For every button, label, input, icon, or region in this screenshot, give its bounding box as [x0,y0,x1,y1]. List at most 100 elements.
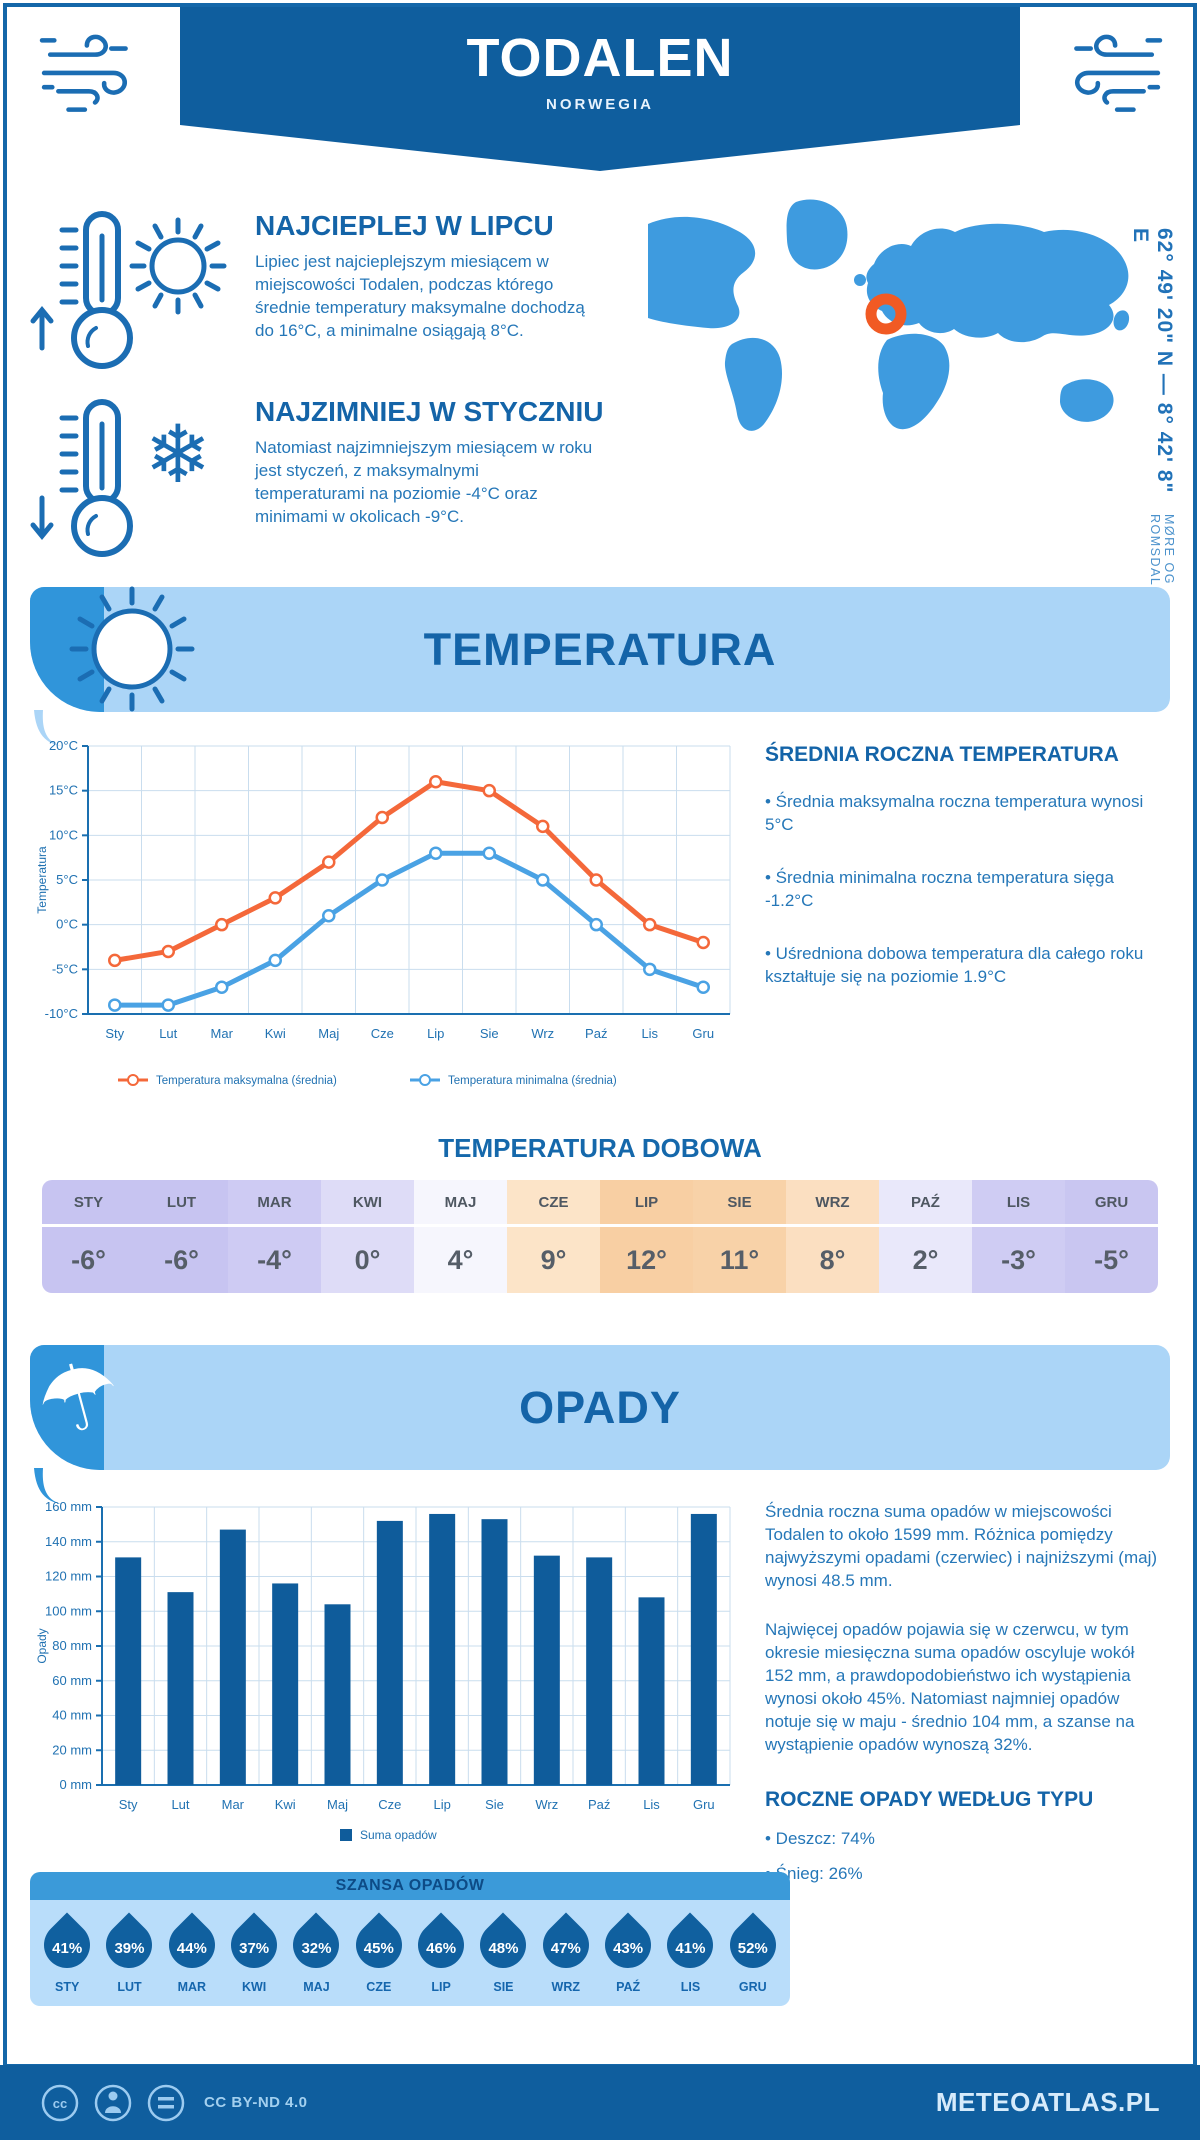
daily-table-value: 2° [879,1227,972,1293]
droplet-icon: 48% [477,1914,529,1974]
daily-table-month: PAŹ [879,1180,972,1224]
daily-table-value: 9° [507,1227,600,1293]
svg-text:Paź: Paź [588,1797,610,1812]
svg-text:0°C: 0°C [56,917,78,932]
site-name: METEOATLAS.PL [935,2087,1160,2117]
daily-table-month: WRZ [786,1180,879,1224]
world-map [648,172,1138,442]
daily-table-value: 4° [414,1227,507,1293]
precipitation-section-title: OPADY [519,1382,681,1433]
region-text: MØRE OG ROMSDAL [1148,514,1176,587]
svg-text:Lip: Lip [433,1797,450,1812]
droplet-icon: 37% [228,1914,280,1974]
svg-text:5°C: 5°C [56,872,78,887]
svg-text:-5°C: -5°C [52,961,78,976]
header-banner: TODALEN NORWEGIA [180,7,1020,171]
droplet-month: PAŹ [616,1980,641,1994]
svg-text:Paź: Paź [585,1026,607,1041]
thermometer-sun-icon [26,200,256,380]
droplet-icon: 46% [415,1914,467,1974]
svg-text:cc: cc [53,2096,67,2111]
daily-table-month: SIE [693,1180,786,1224]
droplet-icon: 45% [353,1914,405,1974]
droplet-icon: 43% [602,1914,654,1974]
droplet-cell: 44% MAR [161,1914,223,1994]
coordinates-text: 62° 49' 20" N — 8° 42' 8" E [1129,228,1176,494]
daily-table-month: GRU [1065,1180,1158,1224]
daily-table-month: MAJ [414,1180,507,1224]
droplet-month: LIP [431,1980,451,1994]
svg-text:15°C: 15°C [49,783,78,798]
page-title: TODALEN [466,28,734,88]
thermometer-snowflake-icon: ❄ [26,388,256,568]
daily-table-value: -5° [1065,1227,1158,1293]
svg-text:Sie: Sie [485,1797,504,1812]
precip-type-heading: ROCZNE OPADY WEDŁUG TYPU [765,1788,1094,1811]
svg-text:Cze: Cze [378,1797,401,1812]
coordinates-block: 62° 49' 20" N — 8° 42' 8" E MØRE OG ROMS… [1128,228,1176,658]
svg-text:Temperatura: Temperatura [35,846,49,914]
droplet-month: MAR [177,1980,207,1994]
svg-text:-10°C: -10°C [45,1006,78,1021]
daily-table-value: 11° [693,1227,786,1293]
svg-text:Lis: Lis [643,1797,660,1812]
daily-table-month: STY [42,1180,135,1224]
footer: cc CC BY-ND 4.0 METEOATLAS.PL [0,2065,1200,2140]
svg-text:160 mm: 160 mm [45,1499,92,1514]
svg-text:Temperatura maksymalna (średni: Temperatura maksymalna (średnia) [156,1075,337,1087]
annual-temp-bullets: • Średnia maksymalna roczna temperatura … [765,790,1165,1018]
wind-icon [1052,24,1164,126]
droplet-month: SIE [493,1980,514,1994]
annual-temp-heading: ŚREDNIA ROCZNA TEMPERATURA [765,743,1119,766]
cc-license-icons: cc [41,2084,185,2121]
svg-text:0 mm: 0 mm [60,1777,93,1792]
svg-text:140 mm: 140 mm [45,1534,92,1549]
daily-table-value: 8° [786,1227,879,1293]
location-marker [865,293,907,335]
droplet-icon: 44% [166,1914,218,1974]
droplet-icon: 32% [290,1914,342,1974]
bullet-item: • Deszcz: 74% [765,1829,875,1848]
daily-table-month: LIS [972,1180,1065,1224]
temperature-banner: TEMPERATURA [30,586,1170,746]
svg-text:Gru: Gru [692,1026,714,1041]
daily-table-month: LIP [600,1180,693,1224]
daily-temp-title: TEMPERATURA DOBOWA [438,1133,762,1163]
warm-heading: NAJCIEPLEJ W LIPCU [255,210,554,241]
svg-text:Mar: Mar [211,1026,234,1041]
droplet-icon: 39% [103,1914,155,1974]
droplet-cell: 37% KWI [223,1914,285,1994]
precip-chance-panel: SZANSA OPADÓW 41% STY 39% LUT 44% MAR 37% KWI 32… [30,1872,790,2006]
svg-text:80 mm: 80 mm [52,1638,92,1653]
daily-table-value: -3° [972,1227,1065,1293]
svg-text:Sie: Sie [480,1026,499,1041]
precipitation-banner: ☂ OPADY [25,1336,1170,1504]
svg-text:Kwi: Kwi [265,1026,286,1041]
droplet-cell: 43% PAŹ [597,1914,659,1994]
wind-icon [38,24,150,126]
droplet-icon: 41% [664,1914,716,1974]
bullet-item: • Średnia maksymalna roczna temperatura … [765,792,1144,834]
svg-text:❄: ❄ [144,410,211,499]
droplet-month: LIS [680,1980,701,1994]
droplet-cell: 46% LIP [410,1914,472,1994]
svg-text:20°C: 20°C [49,738,78,753]
droplet-month: WRZ [551,1980,581,1994]
svg-text:Wrz: Wrz [535,1797,558,1812]
page-subtitle: NORWEGIA [546,96,654,113]
daily-table-value: -6° [135,1227,228,1293]
precipitation-paragraph-1: Średnia roczna suma opadów w miejscowośc… [765,1502,1158,1590]
droplet-month: MAJ [303,1980,330,1994]
svg-text:60 mm: 60 mm [52,1673,92,1688]
svg-text:Lut: Lut [159,1026,177,1041]
precip-chance-title: SZANSA OPADÓW [30,1872,790,1900]
svg-text:Gru: Gru [693,1797,715,1812]
warm-text: Lipiec jest najcieplejszym miesiącem w m… [255,252,585,340]
svg-text:10°C: 10°C [49,827,78,842]
droplet-icon: 52% [727,1914,779,1974]
droplet-cell: 41% LIS [659,1914,721,1994]
precipitation-text: Średnia roczna suma opadów w miejscowośc… [765,1500,1165,1897]
droplet-icon: 41% [41,1914,93,1974]
droplet-cell: 41% STY [36,1914,98,1994]
droplet-month: KWI [241,1980,267,1994]
